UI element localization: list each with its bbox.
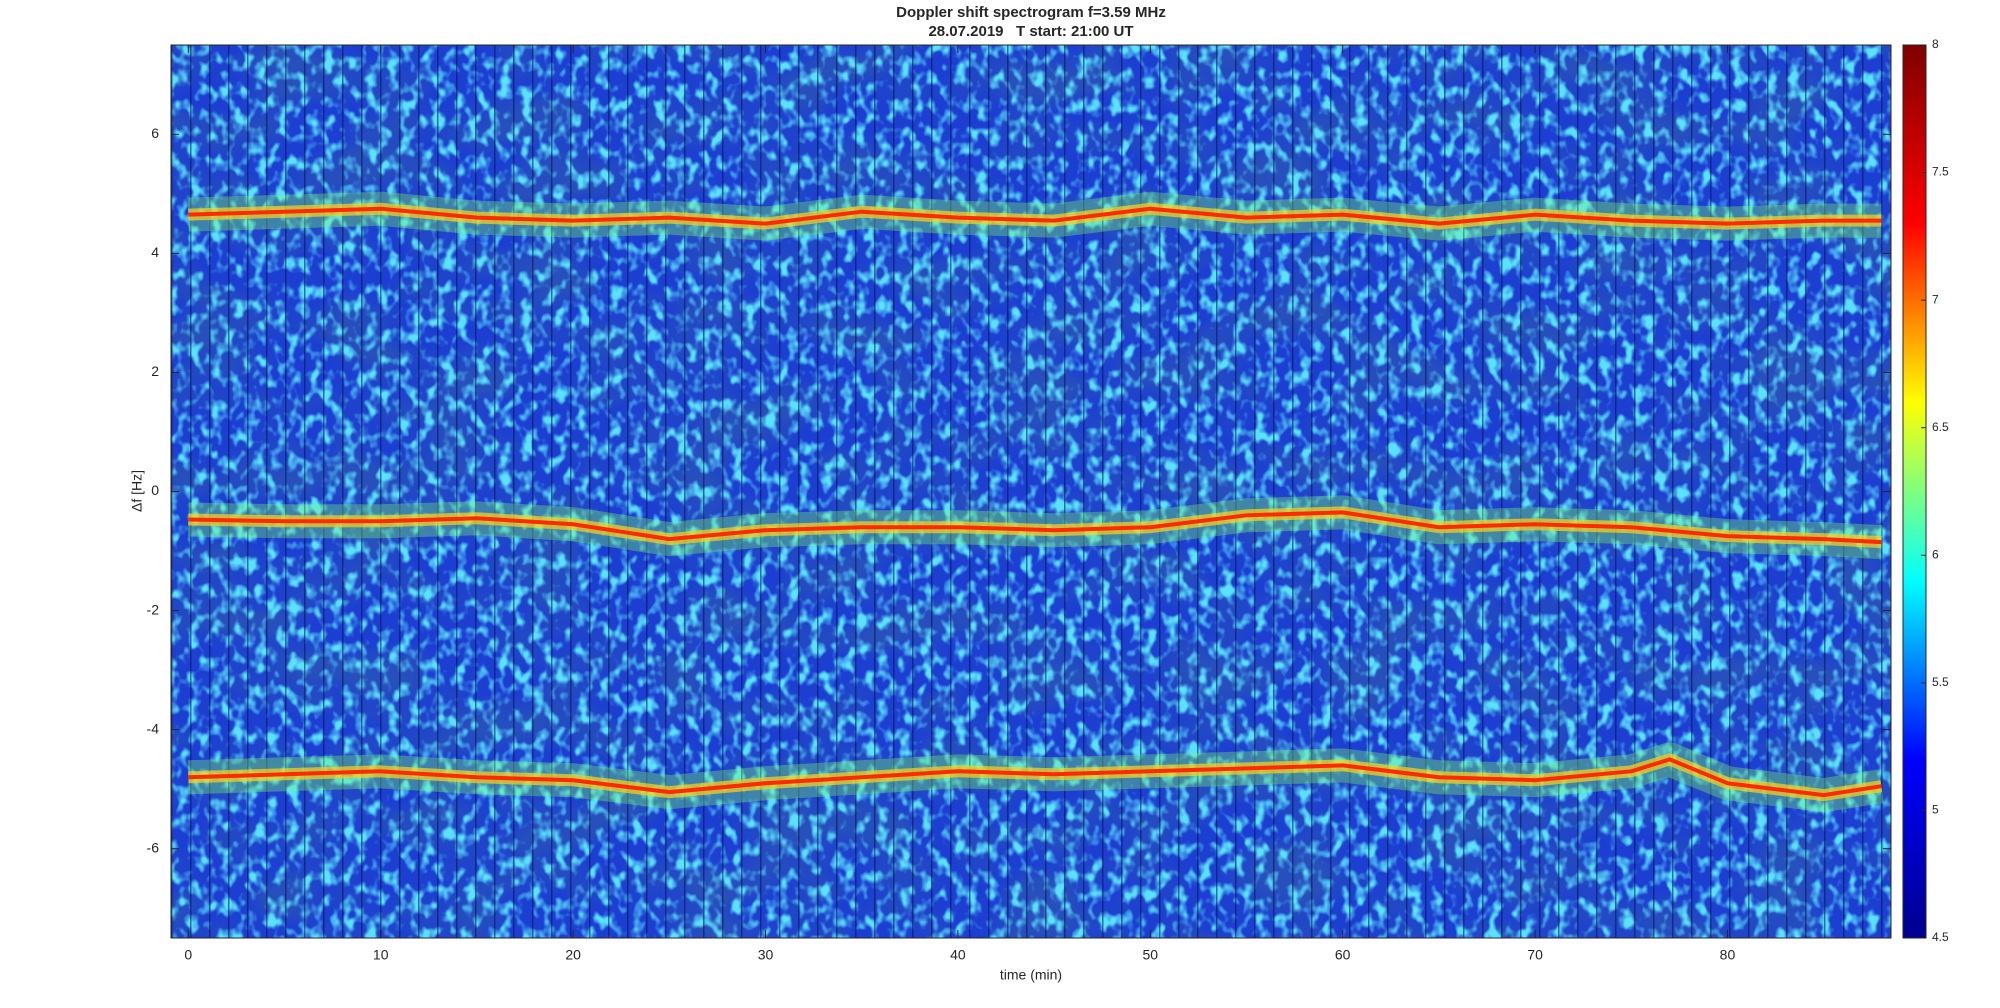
colorbar bbox=[1902, 44, 1927, 939]
x-tick-label: 80 bbox=[1720, 947, 1736, 963]
colorbar-tick-label: 6 bbox=[1932, 547, 1939, 561]
x-tick-label: 70 bbox=[1527, 947, 1543, 963]
x-tick-label: 50 bbox=[1142, 947, 1158, 963]
x-axis-label: time (min) bbox=[1000, 967, 1062, 983]
chart-subtitle: 28.07.2019 T start: 21:00 UT bbox=[928, 23, 1133, 40]
trace-line bbox=[188, 510, 1882, 545]
x-tick-label: 60 bbox=[1335, 947, 1351, 963]
colorbar-tick-label: 5 bbox=[1932, 803, 1939, 817]
y-tick-label: -4 bbox=[147, 720, 160, 736]
trace-line bbox=[188, 757, 1882, 798]
traces bbox=[187, 191, 1884, 813]
x-tick-label: 20 bbox=[565, 947, 581, 963]
y-tick-label: 2 bbox=[151, 363, 159, 379]
colorbar-tick-label: 5.5 bbox=[1932, 675, 1949, 689]
colorbar-tick-label: 7 bbox=[1932, 292, 1939, 306]
colorbar-tick-label: 8 bbox=[1932, 37, 1939, 51]
y-tick-label: 0 bbox=[151, 482, 159, 498]
y-tick-label: 6 bbox=[151, 125, 159, 141]
y-axis-label: Δf [Hz] bbox=[129, 470, 145, 512]
x-tick-label: 0 bbox=[184, 947, 192, 963]
chart-title: Doppler shift spectrogram f=3.59 MHz bbox=[896, 4, 1166, 21]
x-tick-label: 10 bbox=[373, 947, 389, 963]
x-tick-label: 40 bbox=[950, 947, 966, 963]
trace-line bbox=[188, 206, 1882, 226]
colorbar-tick-label: 7.5 bbox=[1932, 165, 1949, 179]
colorbar-tick-label: 4.5 bbox=[1932, 930, 1949, 944]
y-tick-label: 4 bbox=[151, 244, 159, 260]
scan-stripes bbox=[171, 45, 1891, 938]
y-tick-label: -6 bbox=[147, 839, 160, 855]
y-tick-label: -2 bbox=[147, 601, 160, 617]
colorbar-tick-label: 6.5 bbox=[1932, 420, 1949, 434]
x-tick-label: 30 bbox=[758, 947, 774, 963]
plot-area bbox=[171, 45, 1891, 938]
